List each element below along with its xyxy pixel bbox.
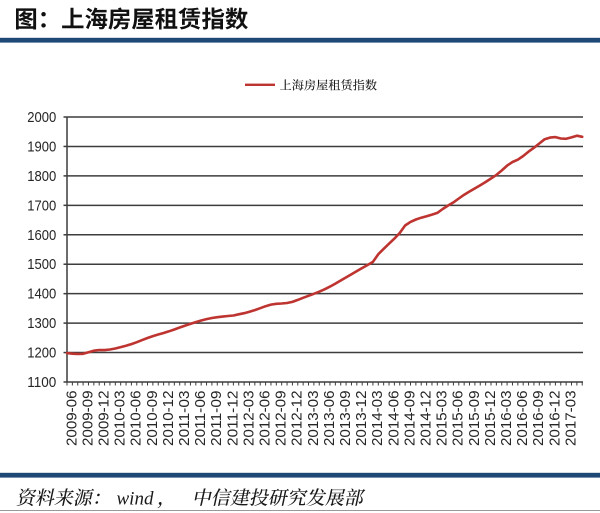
svg-text:2012-12: 2012-12 (290, 391, 306, 447)
svg-text:2011-06: 2011-06 (193, 391, 209, 447)
svg-text:1900: 1900 (27, 139, 56, 155)
svg-text:2009-12: 2009-12 (97, 391, 113, 447)
svg-text:2011-09: 2011-09 (209, 391, 225, 447)
svg-text:2015-09: 2015-09 (467, 391, 483, 447)
svg-text:2000: 2000 (27, 110, 56, 126)
svg-text:2009-06: 2009-06 (64, 391, 80, 447)
svg-text:2010-03: 2010-03 (113, 391, 129, 447)
svg-text:2011-12: 2011-12 (225, 391, 241, 447)
svg-text:2014-06: 2014-06 (386, 391, 402, 447)
svg-text:1400: 1400 (27, 287, 56, 303)
svg-text:2010-12: 2010-12 (161, 391, 177, 447)
svg-text:2014-03: 2014-03 (370, 391, 386, 447)
svg-text:2013-09: 2013-09 (338, 391, 354, 447)
svg-text:2017-03: 2017-03 (563, 391, 579, 447)
svg-text:2012-06: 2012-06 (258, 391, 274, 447)
svg-text:1800: 1800 (27, 169, 56, 185)
svg-text:1100: 1100 (27, 375, 56, 391)
svg-text:1700: 1700 (27, 198, 56, 214)
svg-text:wind: wind (117, 488, 154, 509)
svg-text:2015-06: 2015-06 (451, 391, 467, 447)
svg-text:2014-09: 2014-09 (402, 391, 418, 447)
svg-text:2016-09: 2016-09 (531, 391, 547, 447)
svg-text:1500: 1500 (27, 257, 56, 273)
svg-text:1600: 1600 (27, 228, 56, 244)
svg-text:2015-03: 2015-03 (435, 391, 451, 447)
svg-text:2012-09: 2012-09 (274, 391, 290, 447)
svg-text:2009-09: 2009-09 (80, 391, 96, 447)
svg-text:2012-03: 2012-03 (241, 391, 257, 447)
svg-text:2011-03: 2011-03 (177, 391, 193, 447)
svg-text:1300: 1300 (27, 316, 56, 332)
svg-text:2016-06: 2016-06 (515, 391, 531, 447)
svg-text:2010-09: 2010-09 (145, 391, 161, 447)
svg-text:2013-12: 2013-12 (354, 391, 370, 447)
svg-text:2010-06: 2010-06 (129, 391, 145, 447)
svg-text:2014-12: 2014-12 (419, 391, 435, 447)
svg-text:2016-12: 2016-12 (547, 391, 563, 447)
svg-text:1200: 1200 (27, 346, 56, 362)
svg-text:2016-03: 2016-03 (499, 391, 515, 447)
svg-text:2015-12: 2015-12 (483, 391, 499, 447)
svg-text:2013-03: 2013-03 (306, 391, 322, 447)
svg-text:2013-06: 2013-06 (322, 391, 338, 447)
